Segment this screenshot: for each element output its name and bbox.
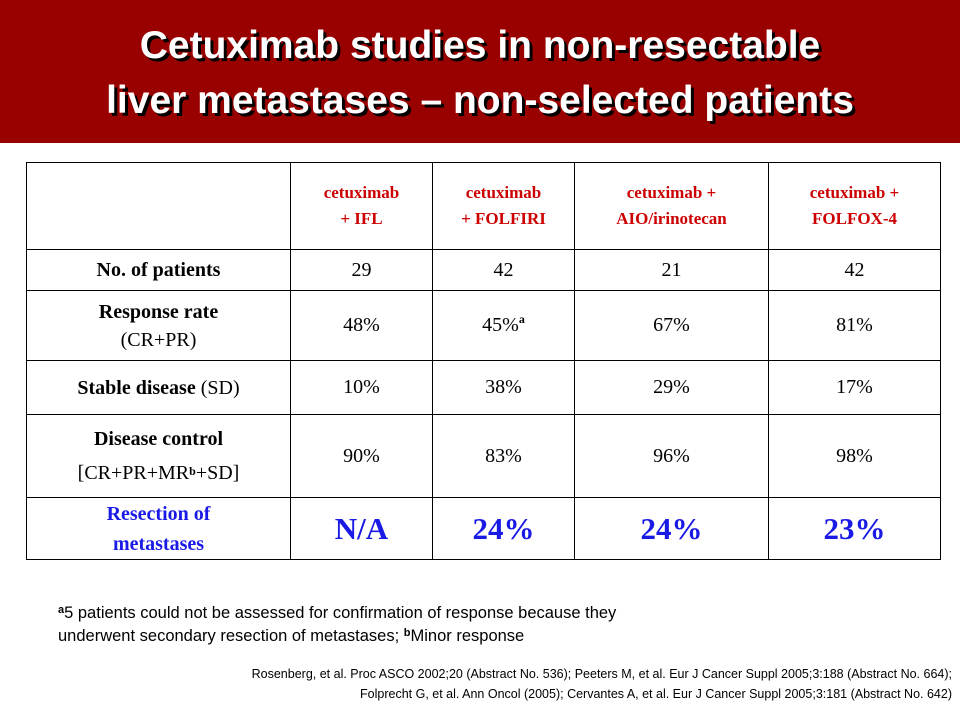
header-empty-cell xyxy=(26,162,291,250)
footnote-b-marker: b xyxy=(189,464,196,478)
row-label-subtext: [CR+PR+MR xyxy=(77,462,190,484)
footnote-text: underwent secondary resection of metasta… xyxy=(58,627,404,645)
table-cell: 42 xyxy=(768,249,941,291)
table-cell: 24% xyxy=(432,497,575,560)
table-cell: N/A xyxy=(290,497,433,560)
row-label-text: metastases xyxy=(112,532,205,555)
table-row: Disease control [CR+PR+MRb+SD] 90% 83% 9… xyxy=(26,414,941,498)
table-cell: 17% xyxy=(768,360,941,415)
row-label-response-rate: Response rate (CR+PR) xyxy=(26,290,291,361)
table-row: Response rate (CR+PR) 48% 45%a 67% 81% xyxy=(26,290,941,361)
table-header-row: cetuximab + IFL cetuximab + FOLFIRI cetu… xyxy=(26,162,941,250)
row-label-subtext: +SD] xyxy=(195,462,240,484)
table-row: No. of patients 29 42 21 42 xyxy=(26,249,941,291)
table-cell: 10% xyxy=(290,360,433,415)
slide-title-line2: liver metastases – non-selected patients xyxy=(106,79,854,122)
table-cell: 90% xyxy=(290,414,433,498)
footnote: a5 patients could not be assessed for co… xyxy=(58,602,918,648)
table-cell: 45%a xyxy=(432,290,575,361)
row-label-subtext: (SD) xyxy=(200,376,240,399)
row-label-text: Disease control xyxy=(93,428,224,450)
table-cell: 24% xyxy=(574,497,769,560)
table-cell: 38% xyxy=(432,360,575,415)
row-label-text: Stable disease xyxy=(77,376,196,399)
column-header-line: cetuximab + xyxy=(809,183,900,202)
table-cell: 42 xyxy=(432,249,575,291)
footnote-b-mark: b xyxy=(403,627,411,639)
column-header-line: AIO/irinotecan xyxy=(616,209,727,228)
row-label-resection: Resection of metastases xyxy=(26,497,291,560)
column-header-line: FOLFOX-4 xyxy=(812,209,897,228)
title-banner xyxy=(0,0,960,143)
cell-value: 45% xyxy=(482,314,519,336)
row-label-text: No. of patients xyxy=(96,259,221,281)
row-label-subtext: (CR+PR) xyxy=(120,328,197,351)
column-header-ifl: cetuximab + IFL xyxy=(290,162,433,250)
row-label-disease-control: Disease control [CR+PR+MRb+SD] xyxy=(26,414,291,498)
table-cell: 96% xyxy=(574,414,769,498)
footnote-text: Minor response xyxy=(410,627,525,645)
footnote-a-marker: a xyxy=(518,312,525,326)
column-header-line: cetuximab + xyxy=(626,183,717,202)
row-label-text: Response rate xyxy=(98,300,219,323)
results-table: cetuximab + IFL cetuximab + FOLFIRI cetu… xyxy=(26,162,941,560)
table-row: Stable disease (SD) 10% 38% 29% 17% xyxy=(26,360,941,415)
references: Rosenberg, et al. Proc ASCO 2002;20 (Abs… xyxy=(52,664,952,704)
table-cell: 67% xyxy=(574,290,769,361)
table-cell: 83% xyxy=(432,414,575,498)
reference-line: Folprecht G, et al. Ann Oncol (2005); Ce… xyxy=(360,687,952,701)
row-label-patients: No. of patients xyxy=(26,249,291,291)
footnote-text: 5 patients could not be assessed for con… xyxy=(64,604,617,622)
footnote-a-mark: a xyxy=(58,604,65,616)
table-cell: 23% xyxy=(768,497,941,560)
row-label-text: Resection of xyxy=(106,502,211,525)
row-label-stable-disease: Stable disease (SD) xyxy=(26,360,291,415)
column-header-line: cetuximab xyxy=(323,183,400,202)
table-cell: 48% xyxy=(290,290,433,361)
table-cell: 81% xyxy=(768,290,941,361)
column-header-aio-irinotecan: cetuximab + AIO/irinotecan xyxy=(574,162,769,250)
column-header-folfox4: cetuximab + FOLFOX-4 xyxy=(768,162,941,250)
table-cell: 98% xyxy=(768,414,941,498)
column-header-line: + FOLFIRI xyxy=(461,209,546,228)
reference-line: Rosenberg, et al. Proc ASCO 2002;20 (Abs… xyxy=(251,667,952,681)
slide-title: Cetuximab studies in non-resectable live… xyxy=(0,18,960,128)
slide-title-line1: Cetuximab studies in non-resectable xyxy=(139,24,821,67)
table-cell: 29% xyxy=(574,360,769,415)
table-cell: 21 xyxy=(574,249,769,291)
column-header-line: cetuximab xyxy=(465,183,542,202)
column-header-folfiri: cetuximab + FOLFIRI xyxy=(432,162,575,250)
table-cell: 29 xyxy=(290,249,433,291)
table-row-resection: Resection of metastases N/A 24% 24% 23% xyxy=(26,497,941,560)
column-header-line: + IFL xyxy=(340,209,383,228)
